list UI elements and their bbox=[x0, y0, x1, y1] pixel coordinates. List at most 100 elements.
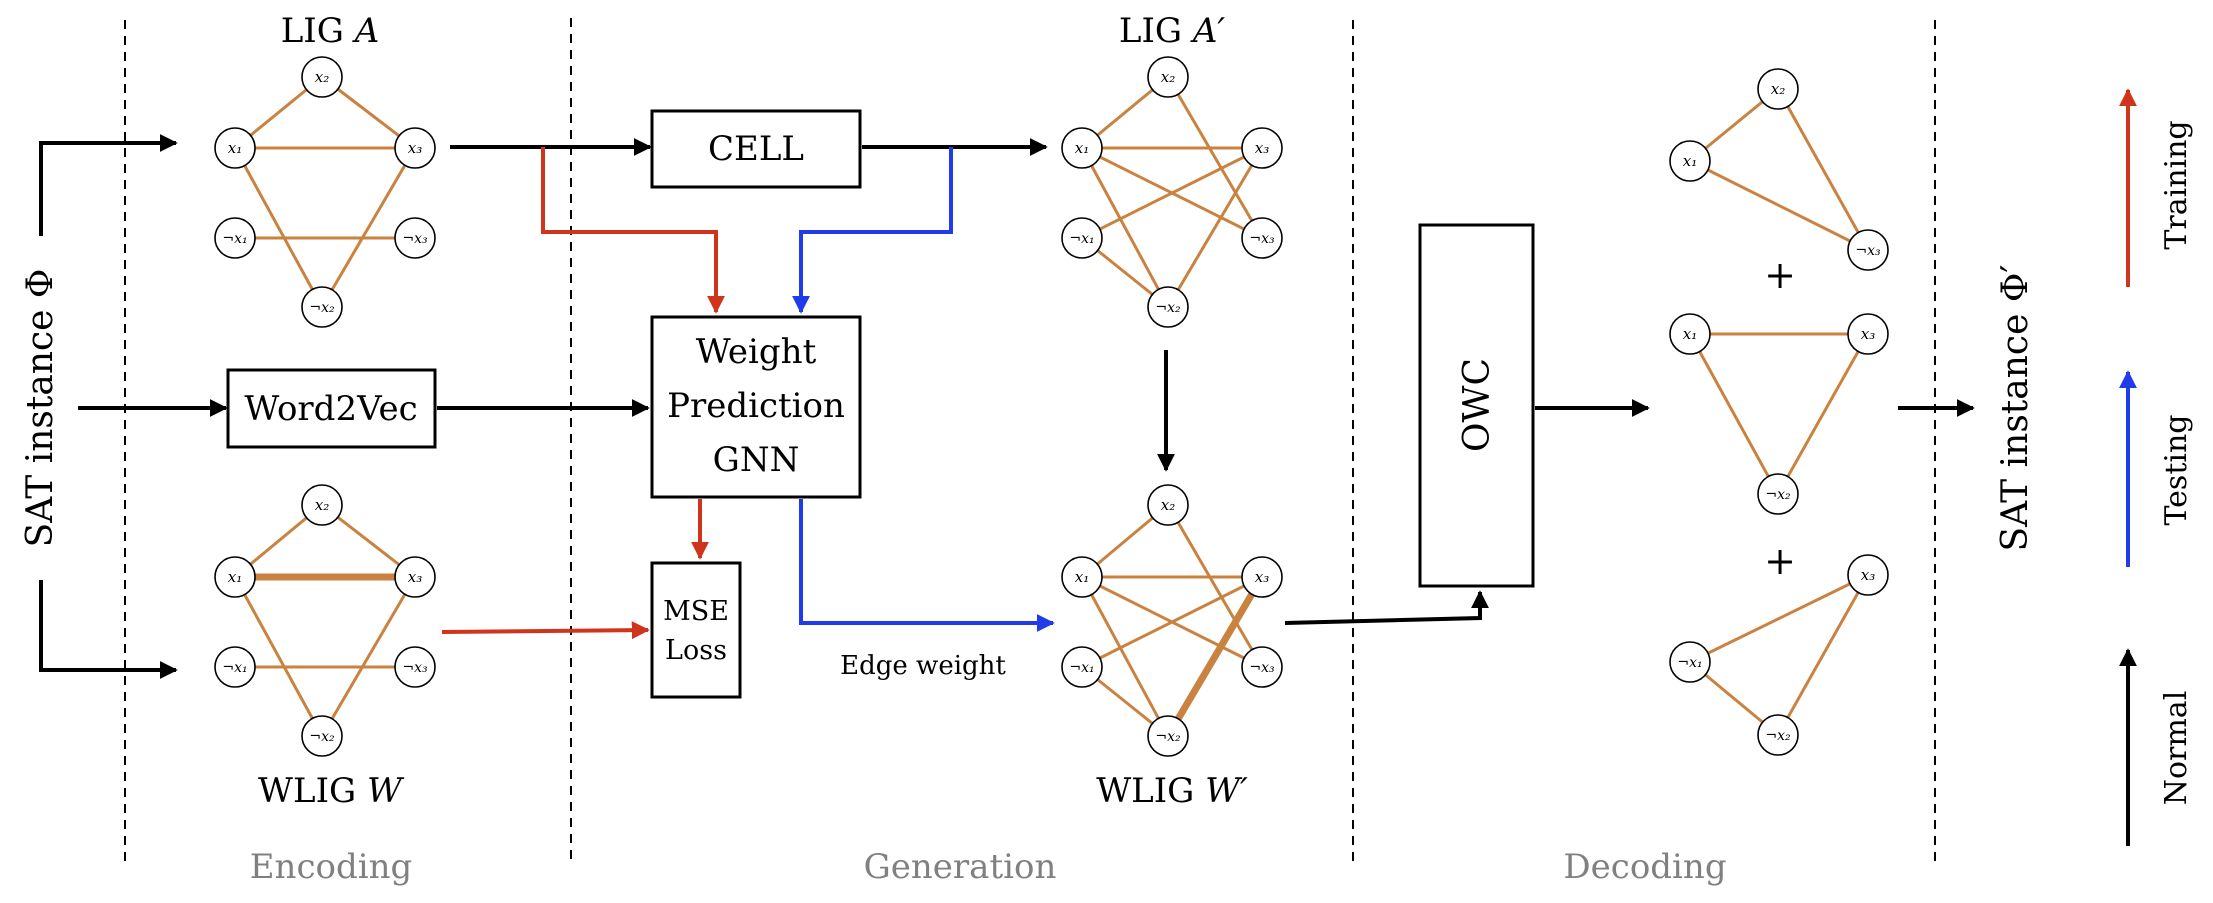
mse-label-line1: MSE bbox=[663, 596, 729, 627]
svg-text:x₂: x₂ bbox=[1771, 80, 1785, 98]
legend-normal-label: Normal bbox=[2159, 691, 2194, 806]
wlig-w-prime-title: WLIG W′ bbox=[1096, 771, 1248, 811]
svg-text:¬x₁: ¬x₁ bbox=[1069, 660, 1094, 676]
node-not-x1: ¬x₁ bbox=[1669, 641, 1711, 683]
gnn-label-line1: Weight bbox=[696, 332, 817, 372]
wlig-w-title: WLIG W bbox=[258, 771, 405, 811]
svg-text:x₃: x₃ bbox=[1255, 139, 1269, 157]
node-x3: x₃ bbox=[1241, 556, 1283, 598]
svg-text:x₁: x₁ bbox=[228, 139, 242, 157]
node-x3: x₃ bbox=[1847, 313, 1889, 355]
section-generation-label: Generation bbox=[864, 847, 1057, 887]
svg-text:¬x₃: ¬x₃ bbox=[1855, 243, 1881, 259]
svg-text:x₃: x₃ bbox=[1255, 568, 1269, 586]
lig-a-title: LIG A bbox=[281, 11, 380, 51]
svg-text:¬x₁: ¬x₁ bbox=[1677, 655, 1702, 671]
svg-text:x₃: x₃ bbox=[1861, 325, 1875, 343]
svg-text:x₂: x₂ bbox=[1161, 496, 1175, 514]
svg-text:¬x₂: ¬x₂ bbox=[1765, 487, 1791, 503]
node-not-x3: ¬x₃ bbox=[1847, 229, 1889, 271]
cell-box bbox=[650, 109, 862, 189]
training-arrow-lig-to-gnn bbox=[541, 147, 725, 314]
node-x1: x₁ bbox=[1061, 556, 1103, 598]
node-x1: x₁ bbox=[214, 556, 256, 598]
node-not-x1: ¬x₁ bbox=[214, 646, 256, 688]
decoded-graph-2: x₁ x₃ ¬x₂ bbox=[1669, 313, 1889, 515]
gnn-label-line3: GNN bbox=[713, 440, 800, 480]
node-not-x2: ¬x₂ bbox=[1757, 473, 1799, 515]
svg-text:x₃: x₃ bbox=[408, 139, 422, 157]
node-x3: x₃ bbox=[394, 127, 436, 169]
svg-text:¬x₃: ¬x₃ bbox=[1249, 660, 1275, 676]
node-not-x2: ¬x₂ bbox=[301, 286, 343, 328]
node-not-x3: ¬x₃ bbox=[394, 646, 436, 688]
node-x3: x₃ bbox=[1847, 554, 1889, 596]
svg-text:x₁: x₁ bbox=[228, 568, 242, 586]
node-x2: x₂ bbox=[1147, 484, 1189, 526]
edge-weight-label: Edge weight bbox=[840, 651, 1006, 681]
svg-text:x₁: x₁ bbox=[1075, 139, 1089, 157]
svg-text:¬x₃: ¬x₃ bbox=[1249, 231, 1275, 247]
output-label: SAT instance Φ′ bbox=[1995, 264, 2036, 551]
node-x2: x₂ bbox=[301, 56, 343, 98]
word2vec-label: Word2Vec bbox=[244, 389, 417, 429]
node-not-x3: ¬x₃ bbox=[394, 217, 436, 259]
testing-arrow-gnn-to-w-prime bbox=[799, 499, 1055, 632]
svg-text:¬x₂: ¬x₂ bbox=[1765, 728, 1791, 744]
input-arrow-top bbox=[39, 134, 178, 236]
node-not-x1: ¬x₁ bbox=[1061, 217, 1103, 259]
node-not-x3: ¬x₃ bbox=[1241, 217, 1283, 259]
cell-label: CELL bbox=[708, 129, 804, 169]
mse-loss-box bbox=[650, 561, 742, 699]
svg-text:x₂: x₂ bbox=[315, 68, 329, 86]
node-x3: x₃ bbox=[394, 556, 436, 598]
node-not-x1: ¬x₁ bbox=[214, 217, 256, 259]
training-arrow-wlig-to-mse bbox=[441, 621, 650, 640]
legend: Training Testing Normal bbox=[2119, 88, 2194, 846]
gnn-label-line2: Prediction bbox=[667, 386, 845, 426]
svg-text:¬x₂: ¬x₂ bbox=[309, 729, 335, 745]
svg-text:x₁: x₁ bbox=[1683, 325, 1697, 343]
svg-text:¬x₃: ¬x₃ bbox=[402, 231, 428, 247]
testing-arrow-cell-to-gnn bbox=[792, 147, 953, 314]
node-not-x2: ¬x₂ bbox=[1147, 715, 1189, 757]
w-prime-to-owc-arrow bbox=[1284, 590, 1489, 625]
decoded-graph-3: x₃ ¬x₁ ¬x₂ bbox=[1669, 554, 1889, 756]
word2vec-box bbox=[226, 368, 437, 449]
svg-text:¬x₂: ¬x₂ bbox=[1155, 300, 1181, 316]
svg-text:x₁: x₁ bbox=[1075, 568, 1089, 586]
gnn-box bbox=[650, 315, 862, 499]
input-arrow-bottom bbox=[39, 580, 178, 679]
section-decoding-label: Decoding bbox=[1563, 847, 1726, 887]
node-x2: x₂ bbox=[1147, 56, 1189, 98]
node-not-x2: ¬x₂ bbox=[1757, 714, 1799, 756]
input-label: SAT instance Φ bbox=[20, 269, 61, 548]
svg-text:x₃: x₃ bbox=[408, 568, 422, 586]
svg-text:x₂: x₂ bbox=[1161, 68, 1175, 86]
node-x2: x₂ bbox=[301, 484, 343, 526]
node-x1: x₁ bbox=[1061, 127, 1103, 169]
node-not-x3: ¬x₃ bbox=[1241, 646, 1283, 688]
legend-training-label: Training bbox=[2159, 120, 2194, 249]
lig-a-graph: LIG A x₂ x₁ x₃ ¬x₁ ¬x₃ ¬x₂ bbox=[214, 11, 436, 328]
node-x1: x₁ bbox=[214, 127, 256, 169]
legend-testing-label: Testing bbox=[2159, 414, 2194, 525]
section-encoding-label: Encoding bbox=[250, 847, 413, 887]
node-x2: x₂ bbox=[1757, 68, 1799, 110]
node-x1: x₁ bbox=[1669, 313, 1711, 355]
owc-label: OWC bbox=[1457, 358, 1498, 452]
svg-text:¬x₁: ¬x₁ bbox=[222, 660, 247, 676]
svg-text:¬x₂: ¬x₂ bbox=[309, 300, 335, 316]
wlig-w-graph: x₂ x₁ x₃ ¬x₁ ¬x₃ ¬x₂ WLIG W bbox=[214, 484, 436, 811]
svg-text:¬x₃: ¬x₃ bbox=[402, 660, 428, 676]
svg-text:¬x₂: ¬x₂ bbox=[1155, 729, 1181, 745]
plus-sign-2: + bbox=[1764, 539, 1796, 583]
lig-a-prime-graph: LIG A′ x₂ x₁ x₃ ¬x₁ ¬x₃ ¬x₂ bbox=[1061, 11, 1283, 328]
decoded-graph-1: x₂ x₁ ¬x₃ bbox=[1669, 68, 1889, 271]
svg-text:¬x₁: ¬x₁ bbox=[222, 231, 247, 247]
node-not-x2: ¬x₂ bbox=[1147, 286, 1189, 328]
owc-box bbox=[1418, 223, 1535, 588]
node-not-x1: ¬x₁ bbox=[1061, 646, 1103, 688]
